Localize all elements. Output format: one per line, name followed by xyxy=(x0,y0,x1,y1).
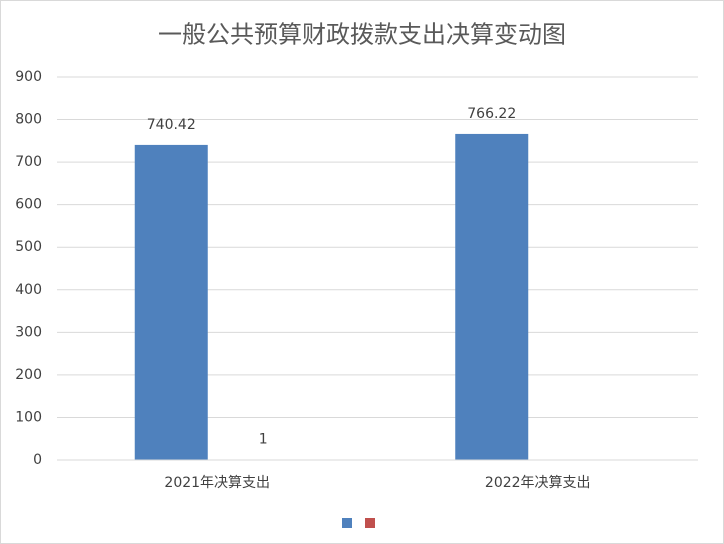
y-tick-label: 400 xyxy=(15,282,42,298)
y-tick-label: 500 xyxy=(15,239,42,255)
x-tick-label: 2021年决算支出 xyxy=(164,475,270,491)
y-tick-label: 800 xyxy=(15,112,42,128)
y-tick-label: 200 xyxy=(15,367,42,383)
y-tick-label: 0 xyxy=(33,452,42,468)
y-tick-label: 100 xyxy=(15,409,42,425)
data-label: 740.42 xyxy=(147,117,196,133)
y-tick-label: 300 xyxy=(15,324,42,340)
y-tick-label: 900 xyxy=(15,69,42,85)
data-label: 1 xyxy=(259,432,268,448)
legend-swatch xyxy=(365,518,375,528)
bar xyxy=(455,133,529,460)
legend-swatch xyxy=(342,518,352,528)
y-tick-label: 600 xyxy=(15,197,42,213)
chart-title: 一般公共预算财政拨款支出决算变动图 xyxy=(158,21,566,49)
x-tick-label: 2022年决算支出 xyxy=(485,475,591,491)
bar xyxy=(134,144,208,460)
y-tick-label: 700 xyxy=(15,154,42,170)
data-label: 766.22 xyxy=(467,106,516,122)
